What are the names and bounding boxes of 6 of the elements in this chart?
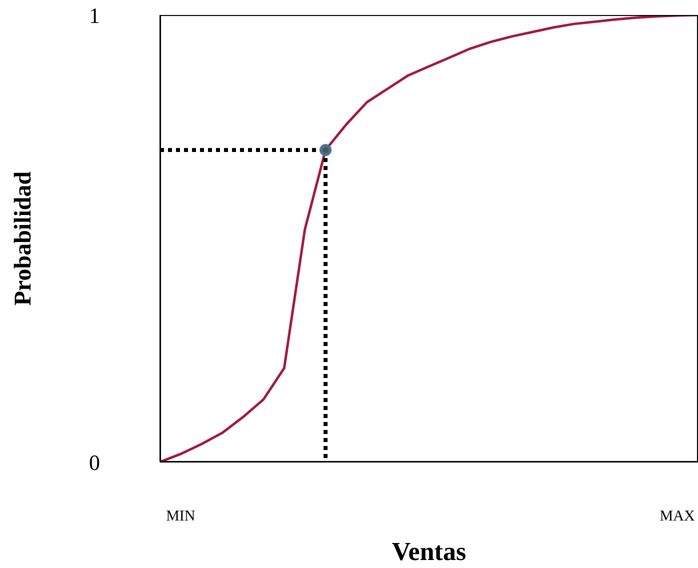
- y-tick-label: 0: [89, 450, 100, 475]
- y-tick-label: 1: [89, 2, 100, 28]
- x-axis-title: Ventas: [392, 537, 466, 566]
- x-tick-label: MIN: [166, 508, 196, 525]
- y-axis-title: Probabilidad: [10, 170, 37, 306]
- x-tick-label: MAX: [660, 508, 695, 525]
